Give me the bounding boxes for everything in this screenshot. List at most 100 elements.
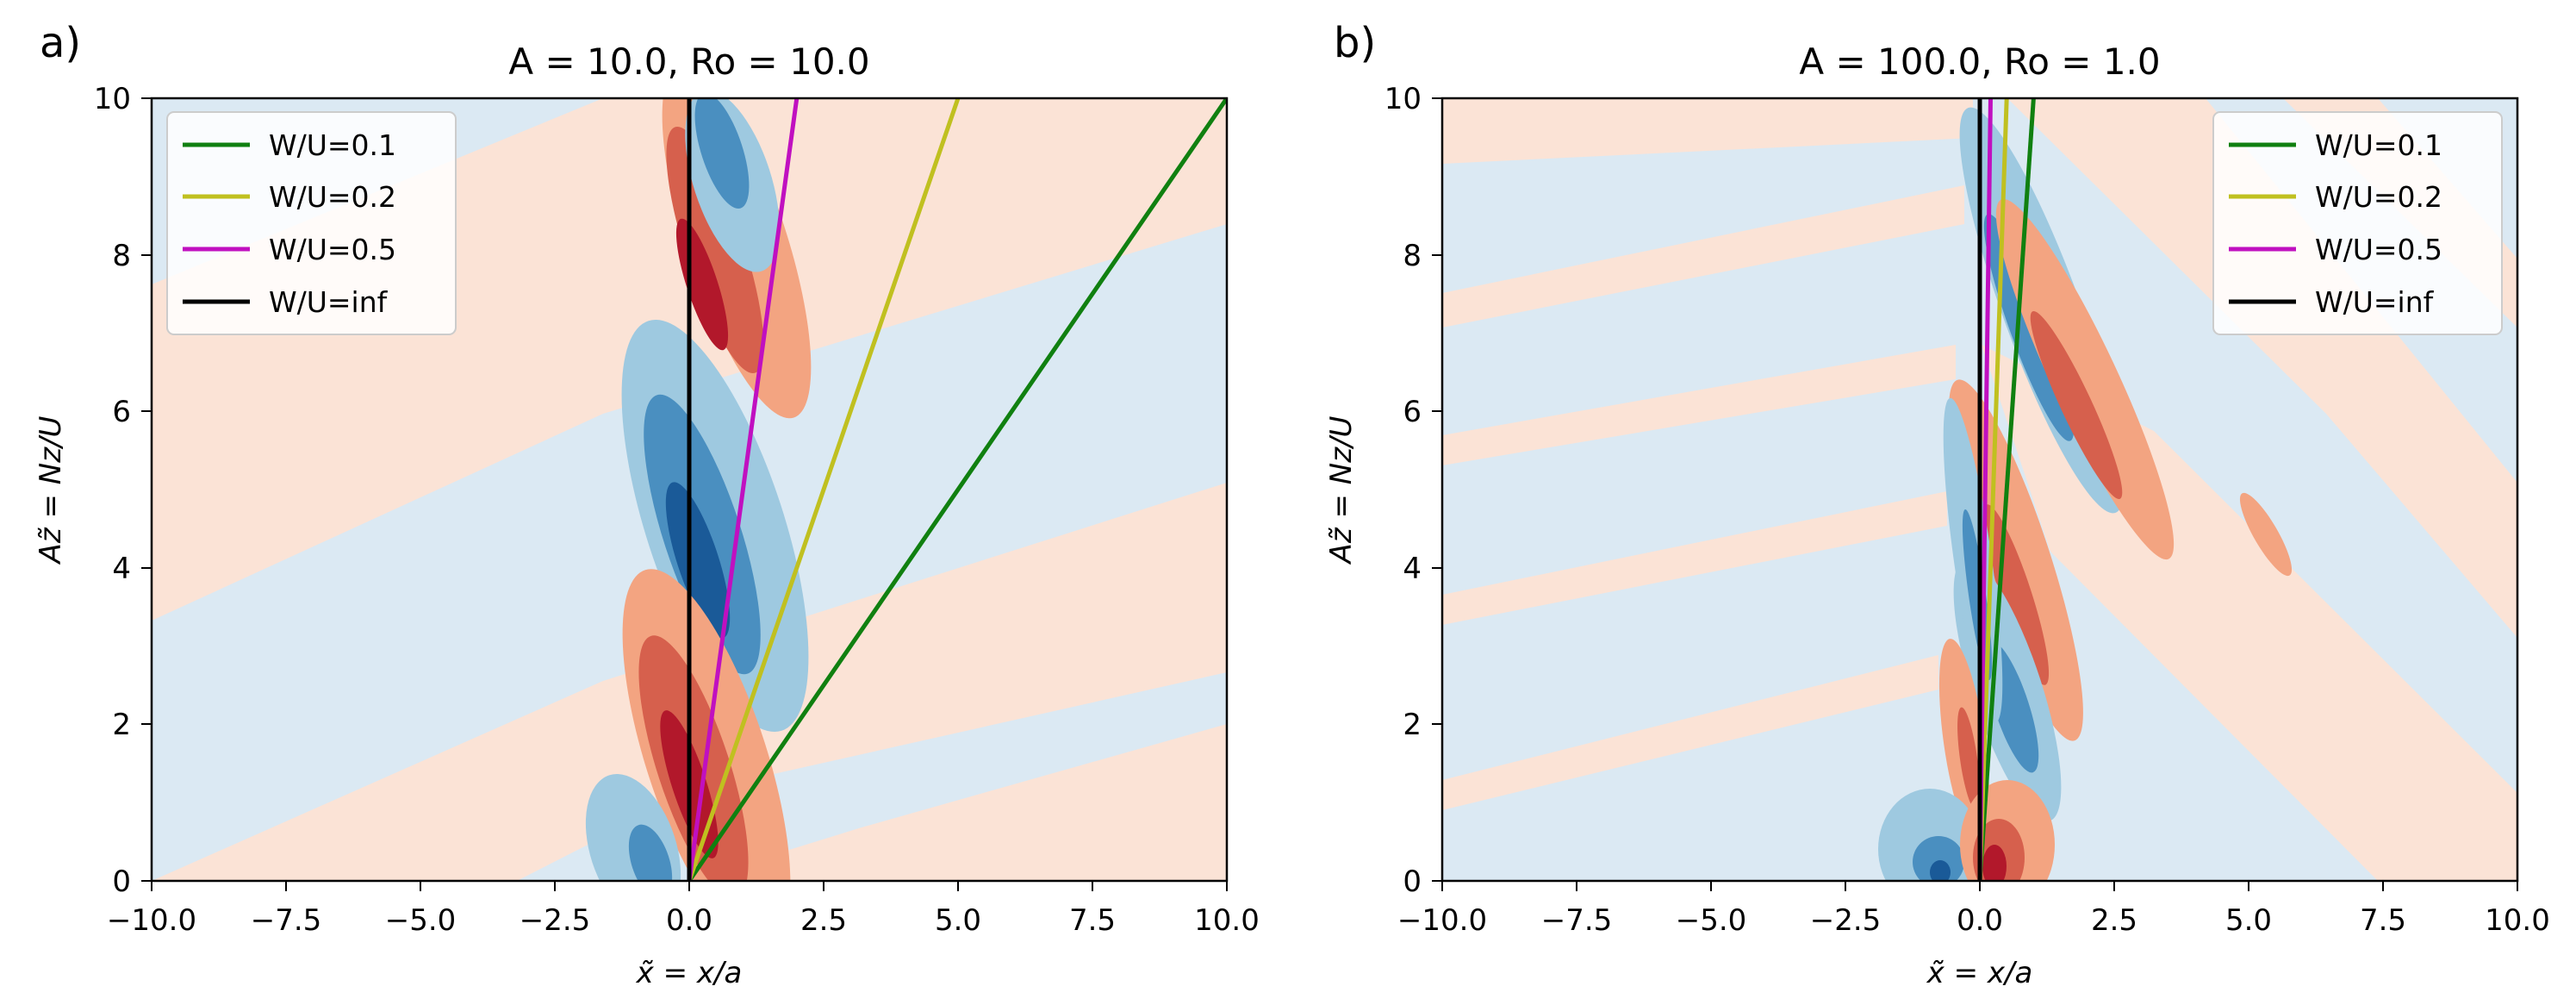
xtick-label: 7.5 bbox=[1069, 903, 1116, 938]
xtick: −2.5 bbox=[1810, 881, 1881, 938]
panel-b-yticks: 0 2 4 6 8 10 bbox=[1384, 82, 1442, 899]
ytick: 2 bbox=[1403, 708, 1442, 742]
legend-entry: W/U=0.1 bbox=[183, 128, 396, 162]
xtick-label: −2.5 bbox=[520, 903, 591, 938]
panel-b-lobe bbox=[1995, 198, 2175, 560]
ytick-label: 8 bbox=[1403, 239, 1422, 273]
xtick: −7.5 bbox=[251, 881, 322, 938]
series-line-w-u-0-5 bbox=[687, 98, 800, 881]
panel-b-xticks: −10.0 −7.5 −5.0 −2.5 0.0 2.5 5.0 7.5 10.… bbox=[1397, 881, 2550, 938]
ytick: 6 bbox=[1403, 395, 1442, 429]
xtick-label: −7.5 bbox=[1541, 903, 1613, 938]
panel-b-lobe bbox=[2030, 310, 2123, 500]
panel-b-legend-box bbox=[2212, 111, 2503, 335]
xtick: 5.0 bbox=[2225, 881, 2272, 938]
ytick-label: 0 bbox=[112, 865, 131, 899]
panel-b-band bbox=[1442, 345, 1956, 465]
xtick: −5.0 bbox=[385, 881, 457, 938]
ytick-label: 0 bbox=[1403, 865, 1422, 899]
ytick: 8 bbox=[112, 239, 152, 273]
xtick: −10.0 bbox=[107, 881, 196, 938]
panel-b-lobe bbox=[1957, 707, 1980, 810]
ytick-label: 6 bbox=[112, 395, 131, 429]
ytick-label: 2 bbox=[112, 708, 131, 742]
ytick: 4 bbox=[1403, 552, 1442, 586]
panel-b-band bbox=[1442, 655, 1938, 810]
xtick-label: −5.0 bbox=[385, 903, 457, 938]
ytick: 0 bbox=[112, 865, 152, 899]
legend-label: W/U=0.2 bbox=[269, 180, 396, 214]
panel-a-letter: a) bbox=[40, 19, 81, 67]
panel-b-letter: b) bbox=[1334, 19, 1376, 67]
xtick: −2.5 bbox=[520, 881, 591, 938]
xtick-label: 0.0 bbox=[1957, 903, 2003, 938]
xtick-label: 5.0 bbox=[2225, 903, 2272, 938]
panel-a-yticks: 0 2 4 6 8 10 bbox=[94, 82, 152, 899]
ytick-label: 10 bbox=[1384, 82, 1422, 116]
panel-b-band bbox=[1442, 491, 1947, 625]
legend-label: W/U=0.5 bbox=[2315, 233, 2442, 266]
xtick-label: −7.5 bbox=[251, 903, 322, 938]
ytick: 10 bbox=[1384, 82, 1442, 116]
panel-a-series-lines bbox=[687, 98, 1227, 881]
panel-b: b) A = 100.0, Ro = 1.0 bbox=[1324, 19, 2550, 990]
xtick: 2.5 bbox=[800, 881, 847, 938]
xtick: 7.5 bbox=[1069, 881, 1116, 938]
legend-label: W/U=0.2 bbox=[2315, 180, 2442, 214]
legend-label: W/U=0.1 bbox=[269, 128, 396, 162]
legend-label: W/U=inf bbox=[2315, 285, 2435, 319]
xtick: 7.5 bbox=[2360, 881, 2406, 938]
panel-b-legend: W/U=0.1 W/U=0.2 W/U=0.5 W/U=inf bbox=[2212, 111, 2503, 335]
xtick: 0.0 bbox=[666, 881, 712, 938]
panel-b-lobe bbox=[1913, 836, 1964, 881]
panel-b-band bbox=[1442, 98, 1973, 164]
legend-entry: W/U=0.2 bbox=[183, 180, 396, 214]
xtick-label: 0.0 bbox=[666, 903, 712, 938]
xtick-label: −10.0 bbox=[1397, 903, 1487, 938]
xtick-label: 2.5 bbox=[2091, 903, 2137, 938]
panel-b-ylabel: Az̃ = Nz/U bbox=[1324, 415, 1359, 565]
panel-b-title: A = 100.0, Ro = 1.0 bbox=[1799, 41, 2160, 83]
xtick: 10.0 bbox=[2485, 881, 2550, 938]
panel-a-xlabel: x̃ = x/a bbox=[636, 956, 743, 990]
xtick-label: 2.5 bbox=[800, 903, 847, 938]
ytick-label: 8 bbox=[112, 239, 131, 273]
xtick: −7.5 bbox=[1541, 881, 1613, 938]
ytick-label: 2 bbox=[1403, 708, 1422, 742]
panel-a-band bbox=[689, 724, 1227, 881]
panel-a-title: A = 10.0, Ro = 10.0 bbox=[508, 41, 869, 83]
ytick: 4 bbox=[112, 552, 152, 586]
panel-b-lobe bbox=[1982, 504, 2050, 685]
xtick: 5.0 bbox=[935, 881, 981, 938]
legend-entry: W/U=inf bbox=[2229, 285, 2435, 319]
panel-a: a) A = 10.0, Ro = 10.0 −10.0 bbox=[34, 19, 1260, 990]
series-line-w-u-0-2 bbox=[1977, 98, 2009, 881]
panel-a-legend: W/U=0.1 W/U=0.2 W/U=0.5 W/U=inf bbox=[166, 111, 457, 335]
ytick: 0 bbox=[1403, 865, 1442, 899]
ytick: 6 bbox=[112, 395, 152, 429]
xtick: −5.0 bbox=[1676, 881, 1746, 938]
panel-b-band bbox=[1442, 185, 1964, 328]
panel-b-lobe bbox=[2239, 492, 2293, 577]
panel-b-series-lines bbox=[1977, 98, 2036, 881]
panel-b-xlabel: x̃ = x/a bbox=[1926, 956, 2033, 990]
legend-entry: W/U=inf bbox=[183, 285, 389, 319]
series-line-w-u-0-2 bbox=[687, 98, 961, 881]
xtick-label: 10.0 bbox=[1194, 903, 1260, 938]
xtick-label: 10.0 bbox=[2485, 903, 2550, 938]
panel-a-lobe bbox=[665, 482, 731, 639]
panel-b-lobe bbox=[1930, 860, 1951, 881]
legend-entry: W/U=0.1 bbox=[2229, 128, 2442, 162]
ytick: 2 bbox=[112, 708, 152, 742]
xtick: 2.5 bbox=[2091, 881, 2137, 938]
ytick-label: 4 bbox=[1403, 552, 1422, 586]
series-line-w-u-0-1 bbox=[1977, 98, 2036, 881]
xtick: 10.0 bbox=[1194, 881, 1260, 938]
ytick-label: 6 bbox=[1403, 395, 1422, 429]
legend-label: W/U=0.5 bbox=[269, 233, 396, 266]
xtick-label: 5.0 bbox=[935, 903, 981, 938]
legend-entry: W/U=0.5 bbox=[2229, 233, 2442, 266]
xtick-label: −10.0 bbox=[107, 903, 196, 938]
panel-b-lobe bbox=[1982, 845, 2007, 881]
